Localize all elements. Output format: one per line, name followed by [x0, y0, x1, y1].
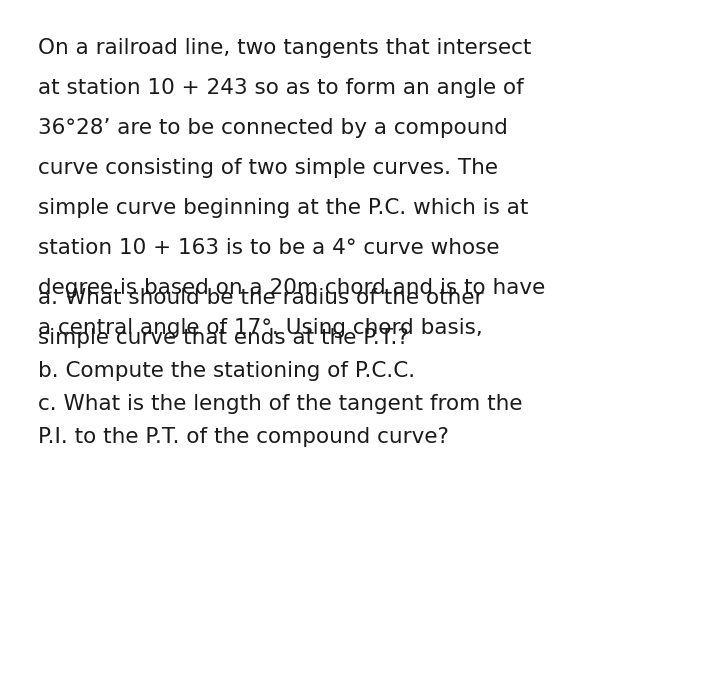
Text: b. Compute the stationing of P.C.C.: b. Compute the stationing of P.C.C. [38, 361, 415, 381]
Text: a central angle of 17°. Using chord basis,: a central angle of 17°. Using chord basi… [38, 318, 482, 338]
Text: 36°28’ are to be connected by a compound: 36°28’ are to be connected by a compound [38, 118, 508, 138]
Text: On a railroad line, two tangents that intersect: On a railroad line, two tangents that in… [38, 38, 531, 58]
Text: c. What is the length of the tangent from the: c. What is the length of the tangent fro… [38, 394, 523, 414]
Text: a. What should be the radius of the other: a. What should be the radius of the othe… [38, 288, 484, 308]
Text: simple curve that ends at the P.T.?: simple curve that ends at the P.T.? [38, 328, 409, 348]
Text: at station 10 + 243 so as to form an angle of: at station 10 + 243 so as to form an ang… [38, 78, 523, 98]
Text: degree is based on a 20m chord and is to have: degree is based on a 20m chord and is to… [38, 278, 545, 298]
Text: simple curve beginning at the P.C. which is at: simple curve beginning at the P.C. which… [38, 198, 528, 218]
Text: station 10 + 163 is to be a 4° curve whose: station 10 + 163 is to be a 4° curve who… [38, 238, 500, 258]
Text: curve consisting of two simple curves. The: curve consisting of two simple curves. T… [38, 158, 498, 178]
Text: P.I. to the P.T. of the compound curve?: P.I. to the P.T. of the compound curve? [38, 427, 449, 447]
